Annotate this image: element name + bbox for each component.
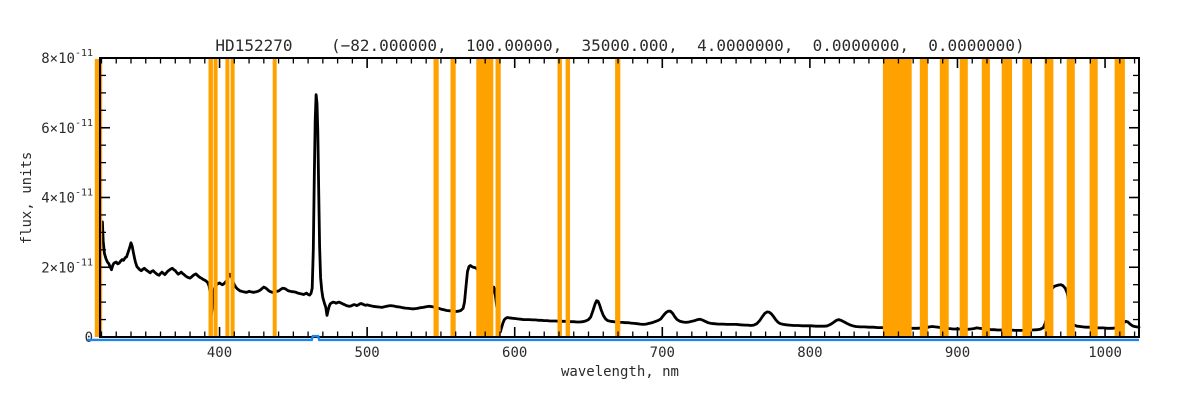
masked-band xyxy=(1044,59,1054,337)
axis-ticks xyxy=(100,57,1138,338)
x-tick-label: 600 xyxy=(502,345,527,361)
masked-bands xyxy=(94,59,1125,337)
x-tick-label: 400 xyxy=(207,345,232,361)
plot-frame xyxy=(99,57,1140,338)
masked-band xyxy=(450,59,456,337)
masked-band xyxy=(94,59,103,337)
x-tick-label: 800 xyxy=(797,345,822,361)
x-tick-label: 900 xyxy=(945,345,970,361)
y-tick-label: 6×10-11 xyxy=(41,118,93,137)
masked-band xyxy=(1001,59,1012,337)
x-tick-label: 1000 xyxy=(1088,345,1122,361)
x-axis-title: wavelength, nm xyxy=(560,364,679,380)
x-tick-label: 700 xyxy=(650,345,675,361)
masked-band xyxy=(981,59,990,337)
masked-band xyxy=(230,59,235,337)
masked-band xyxy=(882,59,912,337)
masked-band xyxy=(208,59,213,337)
masked-band xyxy=(939,59,949,337)
y-tick-label: 4×10-11 xyxy=(41,188,93,207)
masked-band xyxy=(1066,59,1075,337)
masked-band xyxy=(557,59,562,337)
plot-title: HD152270 (−82.000000, 100.00000, 35000.0… xyxy=(215,36,1025,55)
zero-line-series xyxy=(87,334,1139,342)
masked-band xyxy=(565,59,570,337)
masked-band xyxy=(1089,59,1098,337)
axis-box xyxy=(99,57,1140,338)
masked-band xyxy=(495,59,501,337)
masked-band xyxy=(225,59,230,337)
y-tick-label: 0 xyxy=(85,330,93,346)
masked-band xyxy=(476,59,494,337)
masked-band xyxy=(1114,59,1125,337)
masked-band xyxy=(213,59,218,337)
tick-labels: 400 500 600 700 800 900 1000 0 2×10-11 4×10-11 6×1… xyxy=(41,48,1122,361)
masked-band xyxy=(433,59,439,337)
x-tick-label: 500 xyxy=(354,345,379,361)
zero-line xyxy=(87,334,1139,342)
masked-band xyxy=(272,59,277,337)
masked-band xyxy=(1022,59,1032,337)
y-tick-label: 8×10-11 xyxy=(41,48,93,67)
masked-band xyxy=(919,59,928,337)
y-tick-label: 2×10-11 xyxy=(41,257,93,276)
masked-band xyxy=(615,59,621,337)
masked-band xyxy=(959,59,968,337)
